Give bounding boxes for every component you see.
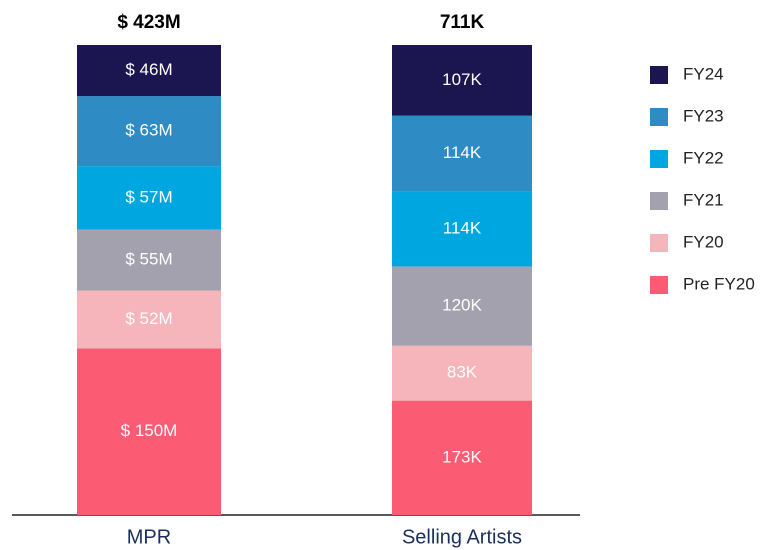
segment-label: $ 55M [125, 249, 172, 268]
bar-segment [392, 191, 532, 267]
bar-segment [77, 348, 221, 515]
bar-segment [392, 266, 532, 346]
segment-label: 173K [442, 447, 482, 466]
segment-label: 107K [442, 70, 482, 89]
bar-segment [392, 115, 532, 192]
legend-swatch [650, 66, 668, 84]
bar-segment [77, 166, 221, 230]
legend-swatch [650, 276, 668, 294]
legend-label: FY22 [683, 148, 724, 167]
bar-segment [77, 45, 221, 97]
bar-segment [392, 400, 532, 515]
legend-label: FY24 [683, 64, 724, 83]
bar-segment [392, 345, 532, 401]
total-label: $ 423M [117, 12, 180, 33]
legend-label: Pre FY20 [683, 274, 755, 293]
bar-segment [77, 229, 221, 291]
bar-segment [77, 96, 221, 167]
segment-label: 120K [442, 296, 482, 315]
segment-label: 114K [443, 218, 482, 237]
segment-label: $ 63M [125, 121, 172, 140]
legend-swatch [650, 192, 668, 210]
segment-label: 114K [443, 143, 482, 162]
category-label: MPR [127, 526, 171, 548]
legend-label: FY20 [683, 232, 724, 251]
segment-label: $ 52M [125, 309, 172, 328]
legend-swatch [650, 150, 668, 168]
segment-label: $ 46M [125, 60, 172, 79]
bar-segment [77, 290, 221, 349]
legend-label: FY23 [683, 106, 724, 125]
bar-segment [392, 45, 532, 116]
legend-swatch [650, 234, 668, 252]
segment-label: $ 150M [121, 421, 178, 440]
total-label: 711K [440, 12, 485, 33]
segment-label: 83K [447, 363, 478, 382]
legend-swatch [650, 108, 668, 126]
legend-label: FY21 [683, 190, 724, 209]
segment-label: $ 57M [125, 187, 172, 206]
category-label: Selling Artists [402, 526, 522, 548]
